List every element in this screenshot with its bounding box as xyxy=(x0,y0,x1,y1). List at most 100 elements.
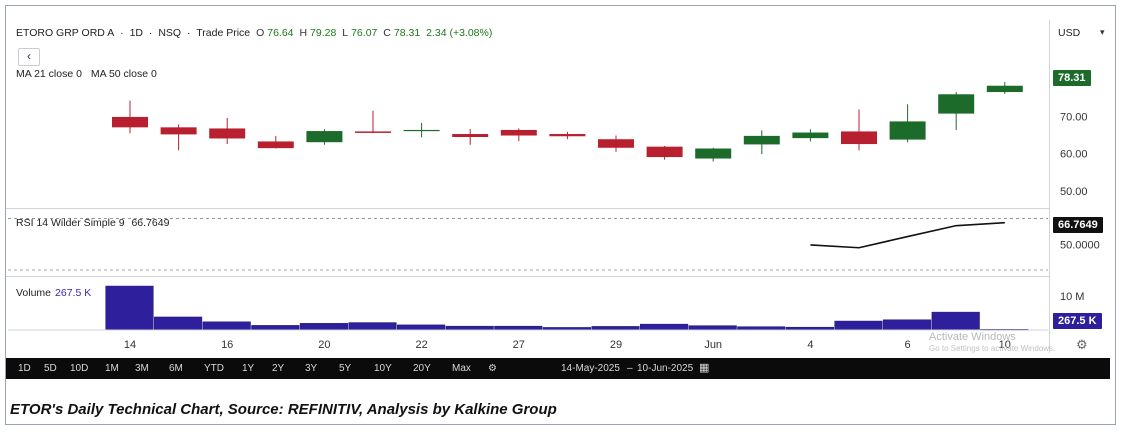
range-button-10y[interactable]: 10Y xyxy=(374,363,392,374)
candle[interactable] xyxy=(112,100,148,134)
candle[interactable] xyxy=(598,135,634,152)
volume-bar[interactable] xyxy=(834,320,883,331)
low-key: L xyxy=(342,27,349,39)
change-value: 2.34 (+3.08%) xyxy=(426,27,493,39)
range-button-5y[interactable]: 5Y xyxy=(339,363,352,374)
symbol-name[interactable]: ETORO GRP ORD A xyxy=(16,27,115,39)
volume-value-badge: 267.5 K xyxy=(1053,313,1102,329)
x-tick-label: 4 xyxy=(807,339,813,351)
x-tick-label: Jun xyxy=(704,339,722,351)
volume-bar[interactable] xyxy=(397,324,446,331)
range-button-6m[interactable]: 6M xyxy=(169,363,183,374)
volume-bar[interactable] xyxy=(688,325,737,331)
candle-body xyxy=(889,121,926,140)
rsi-line[interactable] xyxy=(810,221,1005,249)
range-button-ytd[interactable]: YTD xyxy=(204,363,224,374)
volume-value: 267.5 K xyxy=(55,287,92,299)
candle[interactable] xyxy=(257,135,294,149)
candle[interactable] xyxy=(792,129,829,142)
volume-bar[interactable] xyxy=(591,326,640,331)
volume-bar[interactable] xyxy=(445,325,494,331)
last-price-badge: 78.31 xyxy=(1053,70,1091,86)
volume-bar[interactable] xyxy=(348,322,397,331)
volume-bar[interactable] xyxy=(105,285,154,331)
range-button-max[interactable]: Max xyxy=(452,363,471,374)
candle[interactable] xyxy=(500,128,537,142)
candle-body xyxy=(306,131,343,143)
calendar-icon[interactable]: ▦ xyxy=(699,362,710,374)
range-button-1m[interactable]: 1M xyxy=(105,363,119,374)
candle[interactable] xyxy=(986,82,1023,94)
range-button-3m[interactable]: 3M xyxy=(135,363,149,374)
range-button-20y[interactable]: 20Y xyxy=(413,363,431,374)
candle[interactable] xyxy=(743,130,780,155)
rsi-name[interactable]: RSI 14 Wilder Simple 9 xyxy=(16,217,125,229)
overlay-legend: MA 21 close 0 MA 50 close 0 xyxy=(16,68,163,80)
x-tick-label: 6 xyxy=(905,339,911,351)
candle[interactable] xyxy=(841,109,877,151)
ohlc-readout: O 76.64 H 79.28 L 76.07 C 78.31 2.34 (+3.08%… xyxy=(256,27,495,39)
low-value: 76.07 xyxy=(351,27,378,39)
candle-body xyxy=(355,131,391,133)
candle-body xyxy=(598,139,634,148)
volume-bar[interactable] xyxy=(202,321,251,331)
x-tick-label: 20 xyxy=(318,339,330,351)
price-type-label[interactable]: Trade Price xyxy=(196,27,251,39)
volume-bar[interactable] xyxy=(640,323,689,331)
price-tick-label: 50.00 xyxy=(1060,186,1088,198)
pane-divider[interactable] xyxy=(6,276,1049,277)
volume-bar[interactable] xyxy=(883,319,932,331)
ma50-label[interactable]: MA 50 close 0 xyxy=(90,68,157,80)
interval-label[interactable]: 1D xyxy=(129,27,143,39)
volume-bar[interactable] xyxy=(251,325,300,331)
date-from[interactable]: 14-May-2025 xyxy=(561,363,620,374)
x-tick-label: 16 xyxy=(221,339,233,351)
candle-body xyxy=(695,148,732,159)
currency-selector[interactable]: USD xyxy=(1058,27,1081,39)
pane-divider[interactable] xyxy=(6,208,1049,209)
candle-body xyxy=(257,141,294,149)
chevron-left-icon[interactable]: ‹ xyxy=(18,48,40,66)
candle[interactable] xyxy=(403,122,440,138)
ma21-label[interactable]: MA 21 close 0 xyxy=(16,68,82,80)
rsi-legend: RSI 14 Wilder Simple 9 66.7649 xyxy=(16,217,173,229)
candle[interactable] xyxy=(306,129,343,145)
candle-body xyxy=(646,146,683,158)
candle-body xyxy=(743,135,780,145)
candle[interactable] xyxy=(355,110,391,134)
candle[interactable] xyxy=(695,147,732,162)
volume-tick-label: 10 M xyxy=(1060,291,1084,303)
candle[interactable] xyxy=(889,104,926,143)
date-to[interactable]: 10-Jun-2025 xyxy=(637,363,694,374)
candle[interactable] xyxy=(646,145,683,160)
volume-bar[interactable] xyxy=(494,325,543,331)
range-button-1d[interactable]: 1D xyxy=(18,363,31,374)
range-button-1y[interactable]: 1Y xyxy=(242,363,255,374)
range-button-10d[interactable]: 10D xyxy=(70,363,89,374)
candle[interactable] xyxy=(160,124,197,151)
range-button-5d[interactable]: 5D xyxy=(44,363,57,374)
high-key: H xyxy=(299,27,308,39)
candle[interactable] xyxy=(452,129,489,145)
range-button-2y[interactable]: 2Y xyxy=(272,363,285,374)
chevron-down-icon[interactable]: ▾ xyxy=(1100,27,1105,37)
high-value: 79.28 xyxy=(310,27,337,39)
close-value: 78.31 xyxy=(393,27,421,39)
open-value: 76.64 xyxy=(267,27,294,39)
date-separator: – xyxy=(627,363,633,374)
volume-name[interactable]: Volume xyxy=(16,287,52,299)
instrument-header: ETORO GRP ORD A · 1D · NSQ · Trade Price… xyxy=(16,27,498,39)
range-button-3y[interactable]: 3Y xyxy=(305,363,318,374)
candle-body xyxy=(452,134,489,137)
volume-bar[interactable] xyxy=(299,323,348,331)
x-tick-label: 29 xyxy=(610,339,622,351)
gear-icon[interactable]: ⚙ xyxy=(488,363,497,374)
candle[interactable] xyxy=(938,92,975,130)
volume-bar[interactable] xyxy=(154,316,203,331)
volume-bar[interactable] xyxy=(931,311,980,331)
candle[interactable] xyxy=(209,118,246,145)
candle[interactable] xyxy=(549,131,586,140)
gear-icon[interactable]: ⚙ xyxy=(1076,337,1088,352)
candle-body xyxy=(792,132,829,139)
